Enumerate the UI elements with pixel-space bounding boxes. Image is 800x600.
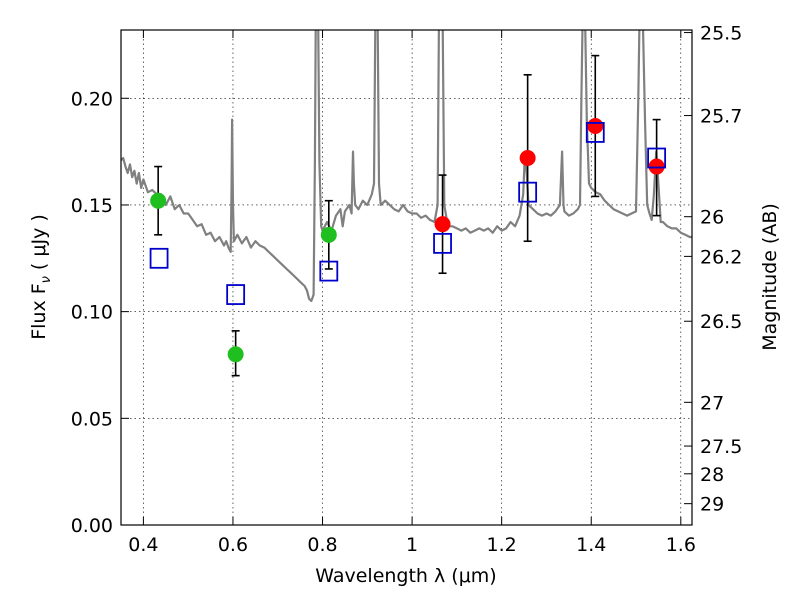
mag-tick-label: 26.5 bbox=[700, 311, 742, 333]
model-square bbox=[585, 122, 605, 143]
y-axis-title-subscript: ν bbox=[39, 276, 54, 283]
mag-tick-label: 26 bbox=[700, 207, 724, 229]
spectrum-curve bbox=[121, 30, 692, 303]
green-photometry-point bbox=[320, 226, 337, 243]
y-axis-title-main: Flux F bbox=[28, 283, 50, 339]
x-tick-label: 0.4 bbox=[128, 534, 158, 556]
model-square bbox=[149, 247, 169, 269]
grid bbox=[121, 30, 692, 526]
mag-tick-label: 27 bbox=[700, 392, 724, 414]
mag-tick-label: 25.5 bbox=[700, 23, 742, 45]
model-square bbox=[226, 284, 246, 305]
axis-ticks: 0.4 0.6 0.8 1 1.2 1.4 1.6 0.00 0.05 0.10 0.15 0.20 2… bbox=[71, 23, 743, 556]
x-tick-label: 1 bbox=[406, 534, 418, 556]
x-tick-label: 1.6 bbox=[666, 534, 696, 556]
red-photometry-point bbox=[519, 150, 536, 167]
red-photometry-point bbox=[587, 118, 604, 135]
data-markers bbox=[149, 118, 667, 363]
y-tick-label: 0.10 bbox=[71, 302, 113, 324]
red-photometry-point bbox=[648, 158, 665, 175]
y-axis-title: Flux Fν ( μJy ) bbox=[28, 214, 54, 340]
y-tick-label: 0.00 bbox=[71, 515, 113, 537]
mag-tick-label: 27.5 bbox=[700, 436, 742, 458]
y2-axis-title: Magnitude (AB) bbox=[759, 203, 781, 351]
model-square bbox=[319, 260, 339, 282]
spectrum-line bbox=[121, 30, 692, 303]
green-photometry-point bbox=[227, 346, 244, 363]
mag-tick-label: 28 bbox=[700, 464, 724, 486]
model-square bbox=[433, 232, 452, 254]
x-axis-title: Wavelength λ (μm) bbox=[315, 565, 496, 587]
model-square bbox=[518, 181, 538, 203]
green-photometry-point bbox=[150, 192, 167, 209]
x-tick-label: 1.2 bbox=[487, 534, 517, 556]
x-tick-label: 0.6 bbox=[218, 534, 248, 556]
mag-tick-label: 29 bbox=[700, 494, 724, 516]
y-tick-label: 0.05 bbox=[71, 408, 113, 430]
plot-frame bbox=[120, 29, 693, 526]
y-tick-label: 0.20 bbox=[71, 88, 113, 110]
y-tick-label: 0.15 bbox=[71, 195, 113, 217]
red-photometry-point bbox=[434, 216, 451, 233]
model-square bbox=[647, 147, 667, 169]
y-axis-title-unit: ( μJy ) bbox=[28, 214, 50, 270]
mag-tick-label: 26.2 bbox=[700, 246, 742, 268]
x-tick-label: 0.8 bbox=[307, 534, 337, 556]
x-tick-label: 1.4 bbox=[576, 534, 606, 556]
mag-tick-label: 25.7 bbox=[700, 106, 742, 128]
